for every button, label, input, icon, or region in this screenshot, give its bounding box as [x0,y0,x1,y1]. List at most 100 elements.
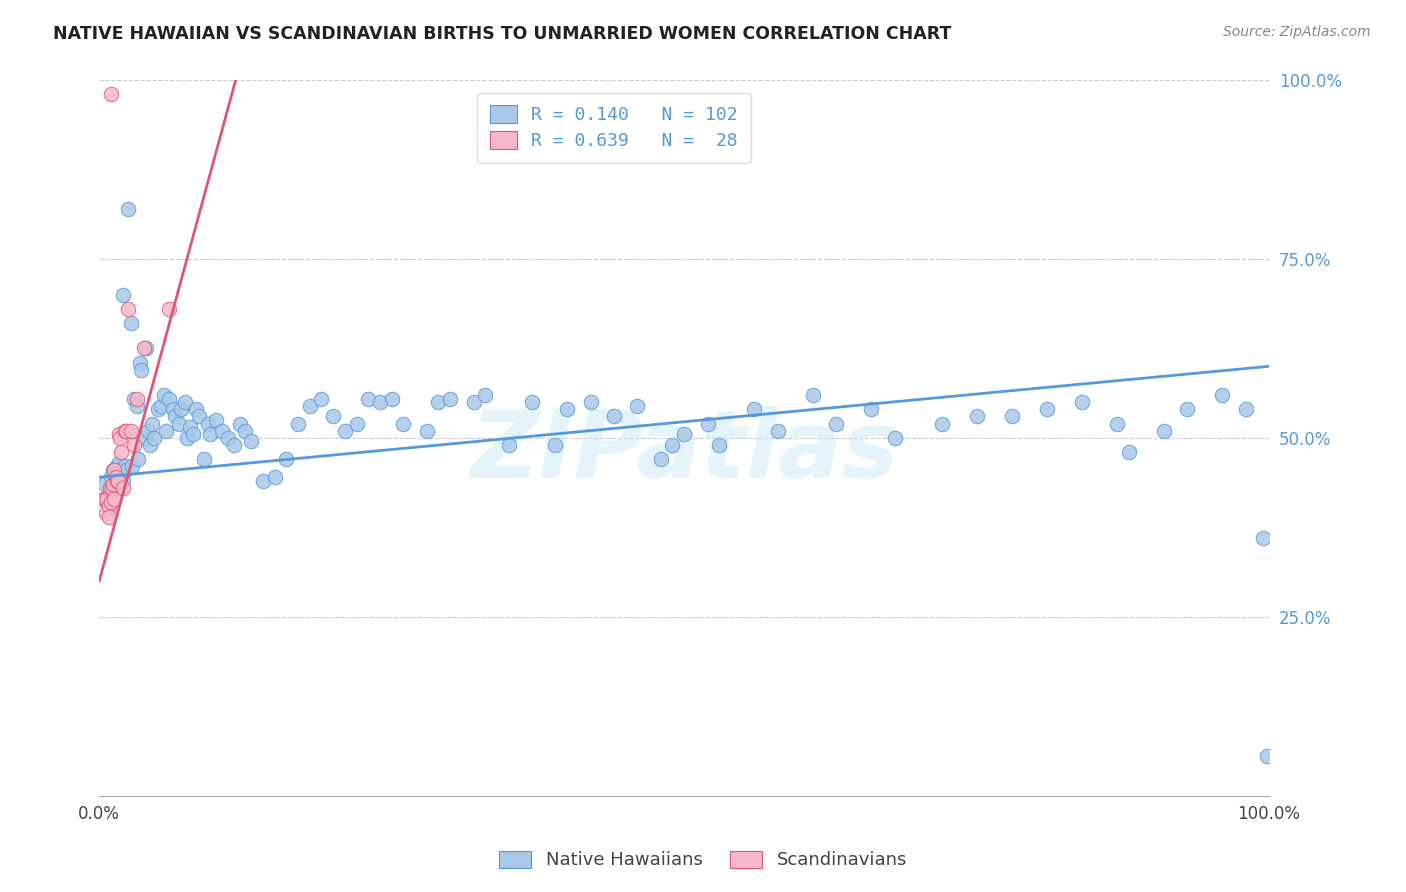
Point [381,392,404,406]
Point [105,474,128,488]
Point [167,417,190,431]
Point [127,452,149,467]
Point [222,438,245,452]
Point [107,474,129,488]
Point [114,424,136,438]
Point [103,463,125,477]
Point [150,399,173,413]
Point [111,474,134,488]
Point [1211,388,1233,402]
Text: Source: ZipAtlas.com: Source: ZipAtlas.com [1223,25,1371,39]
Point [883,431,905,445]
Point [709,438,731,452]
Point [1256,749,1278,764]
Point [368,395,391,409]
Point [97,491,120,506]
Point [1070,395,1092,409]
Point [825,417,848,431]
Point [157,392,180,406]
Point [860,402,883,417]
Point [100,495,122,509]
Point [801,388,824,402]
Point [186,402,208,417]
Point [117,301,139,316]
Point [120,316,142,330]
Point [125,399,148,413]
Point [346,417,368,431]
Point [1001,409,1024,424]
Point [108,456,131,470]
Point [661,438,683,452]
Point [100,481,122,495]
Point [544,438,567,452]
Point [181,427,204,442]
Point [1153,424,1175,438]
Point [124,438,146,452]
Point [105,459,128,474]
Point [1118,445,1140,459]
Point [176,431,198,445]
Point [555,402,578,417]
Point [1036,402,1059,417]
Point [170,402,193,417]
Text: NATIVE HAWAIIAN VS SCANDINAVIAN BIRTHS TO UNMARRIED WOMEN CORRELATION CHART: NATIVE HAWAIIAN VS SCANDINAVIAN BIRTHS T… [53,25,952,43]
Point [333,424,356,438]
Point [498,438,520,452]
Point [311,392,333,406]
Point [235,424,257,438]
Point [132,431,155,445]
Point [97,499,120,513]
Point [100,470,122,484]
Point [98,481,121,495]
Point [1175,402,1198,417]
Point [1234,402,1257,417]
Point [141,417,163,431]
Point [143,431,166,445]
Point [439,392,461,406]
Point [91,491,114,506]
Point [252,474,274,488]
Point [155,424,177,438]
Point [357,392,380,406]
Point [146,402,169,417]
Point [520,395,543,409]
Point [94,477,117,491]
Point [96,506,118,520]
Point [103,463,125,477]
Point [120,424,142,438]
Point [1251,531,1274,545]
Point [579,395,602,409]
Point [108,427,131,442]
Point [211,424,233,438]
Point [322,409,344,424]
Text: ZIPatlas: ZIPatlas [470,406,898,499]
Point [673,427,696,442]
Point [110,463,132,477]
Legend: Native Hawaiians, Scandinavians: Native Hawaiians, Scandinavians [489,842,917,879]
Point [744,402,766,417]
Point [240,434,263,449]
Point [105,467,128,481]
Point [115,463,138,477]
Point [111,287,134,301]
Point [416,424,439,438]
Point [173,395,195,409]
Point [97,509,120,524]
Point [110,431,132,445]
Point [129,356,152,370]
Point [152,388,174,402]
Point [96,491,118,506]
Point [110,445,132,459]
Point [104,470,127,484]
Point [124,392,146,406]
Point [205,413,228,427]
Point [125,392,148,406]
Point [217,431,239,445]
Point [603,409,626,424]
Point [263,470,285,484]
Point [287,417,309,431]
Point [103,477,125,491]
Point [165,409,187,424]
Point [117,202,139,216]
Point [187,409,209,424]
